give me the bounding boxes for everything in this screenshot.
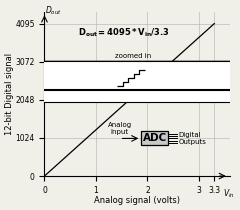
X-axis label: Analog signal (volts): Analog signal (volts) <box>94 196 180 205</box>
Bar <box>0 90 240 102</box>
Text: $V_{in}$: $V_{in}$ <box>223 188 235 200</box>
Text: Analog
Input: Analog Input <box>108 122 132 135</box>
Circle shape <box>0 61 240 90</box>
Y-axis label: 12-bit Digital signal: 12-bit Digital signal <box>5 53 14 135</box>
Text: Digital
Outputs: Digital Outputs <box>179 132 207 145</box>
Text: $D_{out}$: $D_{out}$ <box>45 5 62 17</box>
Text: zoomed in: zoomed in <box>115 53 151 59</box>
Text: $\mathbf{D_{out} = 4095*V_{in}/3.3}$: $\mathbf{D_{out} = 4095*V_{in}/3.3}$ <box>78 26 170 39</box>
Text: ADC: ADC <box>143 133 167 143</box>
Bar <box>141 131 168 146</box>
